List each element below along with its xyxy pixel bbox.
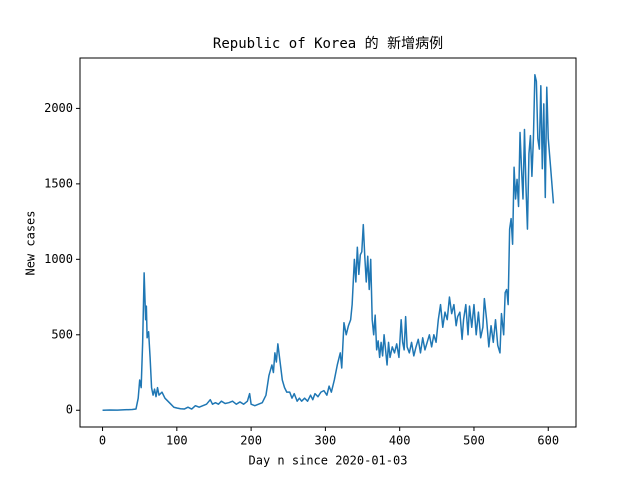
x-tick-label: 100 bbox=[166, 434, 188, 448]
x-tick-label: 600 bbox=[537, 434, 559, 448]
y-tick-label: 0 bbox=[66, 403, 73, 417]
y-tick-label: 2000 bbox=[44, 101, 73, 115]
y-tick-label: 1000 bbox=[44, 252, 73, 266]
x-tick-label: 300 bbox=[315, 434, 337, 448]
x-tick-label: 400 bbox=[389, 434, 411, 448]
data-line bbox=[102, 74, 555, 411]
y-tick-label: 1500 bbox=[44, 176, 73, 190]
x-tick-label: 200 bbox=[240, 434, 262, 448]
x-tick-label: 500 bbox=[463, 434, 485, 448]
x-tick-label: 0 bbox=[99, 434, 106, 448]
y-tick-label: 500 bbox=[51, 327, 73, 341]
y-axis-label: New cases bbox=[24, 210, 38, 275]
x-axis-label: Day n since 2020-01-03 bbox=[249, 454, 408, 468]
plot-frame bbox=[79, 57, 577, 428]
chart-title: Republic of Korea 的 新增病例 bbox=[213, 36, 443, 52]
